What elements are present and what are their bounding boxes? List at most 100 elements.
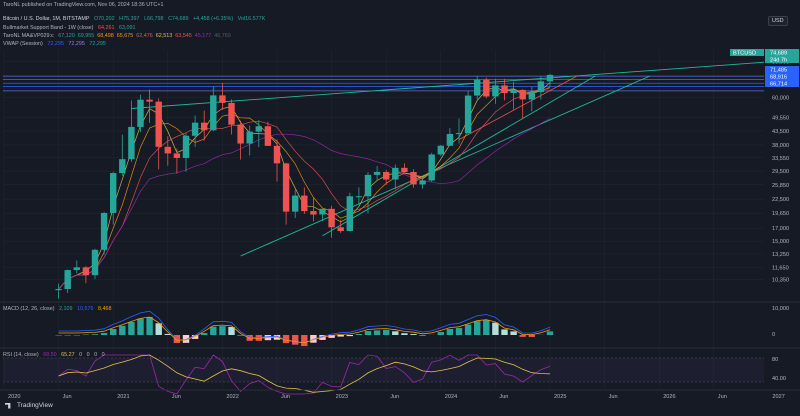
time-tick-label: Jun <box>609 394 618 400</box>
tradingview-logo: TradingView <box>5 402 53 409</box>
time-tick-label: 2025 <box>554 394 566 400</box>
macd-histogram-bar <box>228 326 235 335</box>
macd-tick-label: 0 <box>772 332 775 338</box>
macd-histogram-bar <box>328 335 335 338</box>
indicator-3-line[interactable]: VWAP (Session) 72,295 72,295 72,295 <box>3 41 106 47</box>
indicator-2-line[interactable]: TaroNL MA&VP029:c 67,120 69,955 68,498 65,6… <box>3 33 237 40</box>
time-tick-label: Jun <box>390 394 399 400</box>
candle-body <box>301 195 308 212</box>
price-tag-symbol-label: BTCUSD <box>733 50 756 56</box>
indicator-2-name: TaroNL MA&VP029:c <box>3 33 54 39</box>
macd-histogram-bar <box>91 334 99 335</box>
candle-body <box>428 154 435 181</box>
time-tick-label: 2027 <box>772 394 784 400</box>
indicator-2-value: 46,769 <box>214 33 231 39</box>
candle-body <box>355 196 363 198</box>
indicator-2-value: 68,498 <box>97 33 114 39</box>
indicator-2-value: 62,476 <box>136 33 153 39</box>
price-tag <box>765 66 799 73</box>
price-tick-label: 22,500 <box>772 197 789 203</box>
rsi-name: RSI (14, close) <box>3 352 39 358</box>
candle-body <box>201 122 208 131</box>
price-tag-value: 68,916 <box>770 74 787 80</box>
candle-body <box>191 122 199 136</box>
ohlc-high: H75,397 <box>119 16 140 22</box>
candle-body <box>164 146 171 154</box>
macd-histogram-bar <box>128 321 135 335</box>
candle-body <box>282 163 290 212</box>
candle-body <box>537 81 545 93</box>
ohlc-change: +4,458 (+6.35%) <box>192 16 234 22</box>
macd-histogram-bar <box>410 334 417 335</box>
candle-body <box>437 145 444 155</box>
macd-histogram-bar <box>401 333 408 335</box>
price-tag <box>765 80 799 87</box>
price-tick-label: 19,650 <box>772 211 789 217</box>
time-tick-label: Jun <box>499 394 508 400</box>
candle-body <box>146 99 153 102</box>
currency-button[interactable]: USD <box>768 16 788 26</box>
candle-body <box>210 95 217 131</box>
rsi-legend[interactable]: RSI (14, close) 68.50 65.27 0 0 0 0 <box>3 352 105 358</box>
candle-body <box>73 267 80 271</box>
price-tag-value: 71,485 <box>770 67 787 73</box>
symbol-title: Bitcoin / U.S. Dollar, 1M, BITSTAMP <box>3 16 90 22</box>
time-tick-label: 2022 <box>226 394 238 400</box>
candle-body <box>328 208 335 228</box>
price-tick-label: 43,500 <box>772 129 789 135</box>
candle-body <box>310 211 317 215</box>
macd-histogram-bar <box>210 326 217 335</box>
macd-histogram-bar <box>546 331 554 335</box>
candle-body <box>91 249 99 276</box>
macd-histogram-bar <box>483 319 490 335</box>
candle-body <box>483 79 490 97</box>
time-tick-label: Jun <box>172 394 181 400</box>
macd-histogram-bar <box>519 335 526 337</box>
candle-body <box>219 95 226 103</box>
candle-body <box>228 102 235 125</box>
price-tick-label: 10,350 <box>772 278 789 284</box>
price-tag-value: 74,689 <box>770 50 787 56</box>
indicator-1-line[interactable]: Bullmarket Support Band - 1W (close) 64,… <box>3 25 138 32</box>
trendline-red <box>458 75 578 140</box>
candle-body <box>392 167 399 180</box>
candle-body <box>455 133 463 135</box>
macd-histogram-bar <box>419 335 426 336</box>
rsi-line <box>58 354 551 395</box>
time-tick-label: 2020 <box>8 394 20 400</box>
rsi-tick-label: 40.00 <box>772 376 786 382</box>
macd-histogram-bar <box>392 331 399 335</box>
moving-average-line <box>58 118 551 290</box>
indicator-3-name: VWAP (Session) <box>3 41 43 47</box>
candle-body <box>546 74 554 82</box>
candle-body <box>246 131 253 144</box>
ohlc-open: O70,202 <box>93 16 115 22</box>
indicator-1-value1: 64,261 <box>97 25 115 31</box>
moving-average-line <box>58 88 551 290</box>
candle-body <box>110 173 117 213</box>
candle-body <box>528 92 535 100</box>
macd-histogram-bar <box>137 318 144 335</box>
macd-histogram-bar <box>437 332 444 335</box>
macd-histogram-bar <box>364 331 372 335</box>
candle-body <box>273 145 281 164</box>
candle-body <box>510 89 517 94</box>
publisher-line: TaroNL published on TradingView.com, Nov… <box>3 2 164 8</box>
macd-histogram-bar <box>455 328 463 335</box>
candle-body <box>346 196 353 231</box>
macd-histogram-bar <box>155 323 162 335</box>
macd-histogram-bar <box>464 324 472 335</box>
rsi-band <box>3 358 764 382</box>
candle-body <box>264 126 272 146</box>
macd-histogram-bar <box>110 329 117 335</box>
candle-body <box>383 172 390 180</box>
candle-body <box>492 85 499 97</box>
candle-body <box>410 172 417 185</box>
price-tick-label: 15,000 <box>772 239 789 245</box>
price-tag-countdown-label: 24d 7h <box>770 57 787 63</box>
macd-histogram-bar <box>492 322 499 335</box>
macd-legend[interactable]: MACD (12, 26, close) 2,109 10,576 8,468 <box>3 306 112 312</box>
macd-histogram-bar <box>100 332 108 335</box>
